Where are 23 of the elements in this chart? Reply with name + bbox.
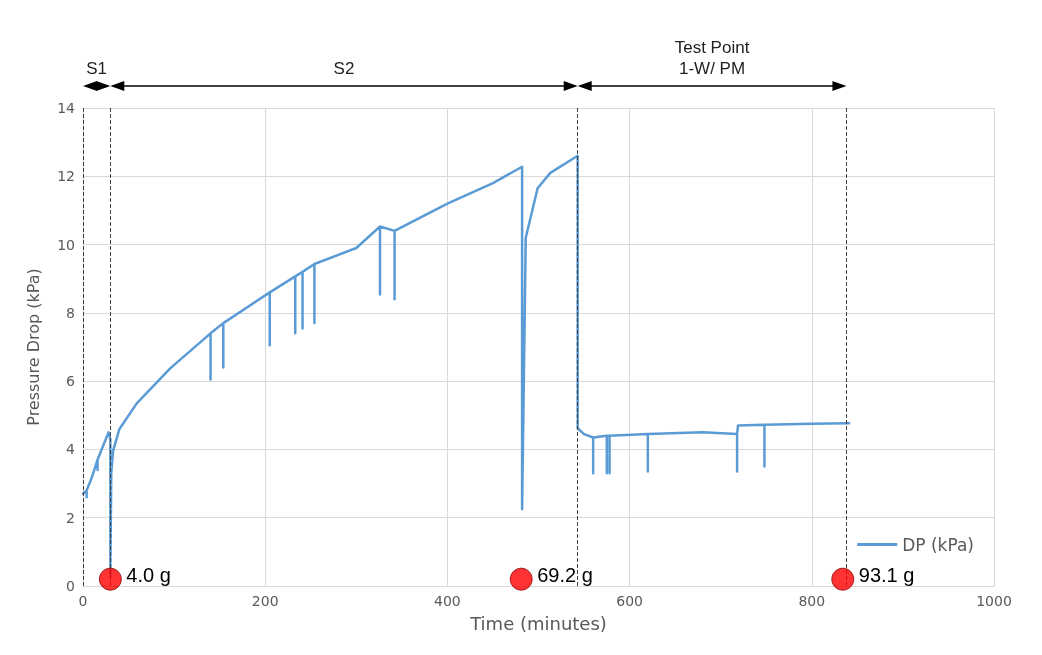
y-tick-label: 14 <box>57 100 76 116</box>
y-tick-label: 6 <box>66 373 76 390</box>
x-tick-label: 200 <box>251 593 279 609</box>
x-tick-label: 400 <box>434 593 461 609</box>
legend-label: DP (kPa) <box>902 534 975 555</box>
x-tick-label: 1000 <box>976 593 1012 609</box>
x-tick-label: 600 <box>616 593 643 609</box>
y-tick-label: 2 <box>66 509 75 526</box>
y-tick-label: 10 <box>57 236 75 253</box>
x-tick-label: 800 <box>798 593 826 609</box>
text: Test Point 1-W/ PM <box>674 38 750 78</box>
y-axis-title: Pressure Drop (kPa) <box>23 268 43 426</box>
x-tick-label: 0 <box>78 593 88 609</box>
annotation: 93.1 g <box>858 564 915 587</box>
annotation: 4.0 g <box>126 564 171 587</box>
y-tick-label: 0 <box>66 578 75 594</box>
annotation: 69.2 g <box>537 564 593 587</box>
x-axis-title: Time (minutes) <box>469 612 607 634</box>
y-tick-label: 12 <box>57 168 75 185</box>
y-tick-label: 8 <box>66 304 75 321</box>
text: S1 <box>86 59 108 78</box>
text: S2 <box>333 59 355 78</box>
y-tick-label: 4 <box>66 441 76 458</box>
